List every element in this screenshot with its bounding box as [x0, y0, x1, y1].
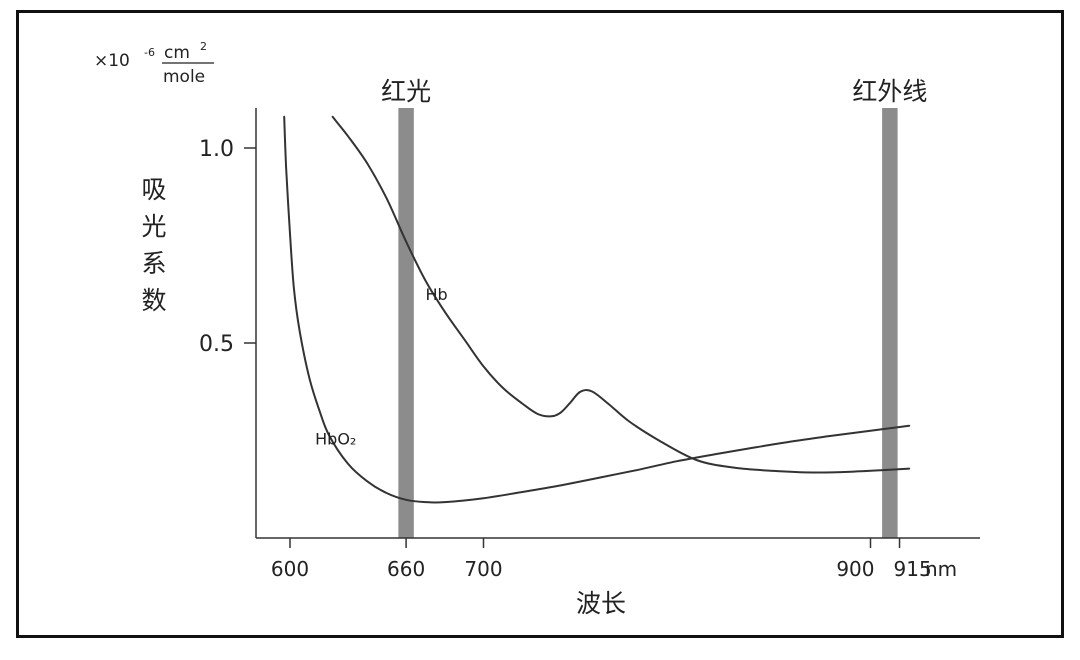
x-axis-label: 波长	[576, 589, 626, 618]
band-label-1: 红外线	[852, 77, 927, 106]
series-line-0	[331, 115, 911, 474]
x-axis-unit: nm	[925, 557, 957, 581]
series-line-1	[283, 115, 911, 504]
x-tick-label-915: 915	[894, 557, 932, 581]
band-0	[398, 108, 414, 538]
y-tick-label-1: 1.0	[199, 137, 234, 162]
y-unit-label: ×10 -6 cm 2 mole	[94, 40, 214, 87]
y-tick-label-0: 0.5	[199, 332, 234, 357]
bands-layer: 红光 红外线	[381, 77, 927, 538]
y-unit-exponent: -6	[144, 46, 155, 59]
x-tick-label-900: 900	[836, 557, 874, 581]
y-unit-prefix: ×10	[94, 51, 130, 71]
x-tick-label-600: 600	[271, 557, 309, 581]
band-1	[882, 108, 898, 538]
ticks-layer: 600 660 700 900 915 0.5 1.0	[199, 137, 932, 581]
x-tick-label-700: 700	[464, 557, 502, 581]
y-unit-denominator: mole	[163, 67, 205, 87]
series-layer: Hb HbO₂	[283, 115, 911, 504]
series-label-1: HbO₂	[315, 429, 356, 448]
band-label-0: 红光	[381, 77, 431, 106]
y-unit-numerator: cm	[164, 43, 190, 63]
y-axis-label: 吸光系数	[141, 175, 166, 315]
series-label-0: Hb	[425, 285, 447, 304]
y-unit-numerator-exponent: 2	[200, 40, 207, 53]
axes-layer	[255, 108, 980, 539]
x-tick-label-660: 660	[387, 557, 425, 581]
